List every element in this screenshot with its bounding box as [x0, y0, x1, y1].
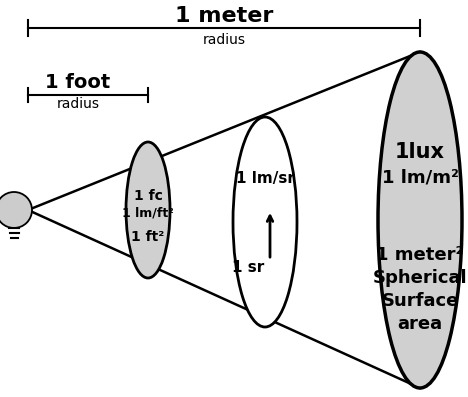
Text: 1 fc: 1 fc — [133, 189, 162, 203]
Text: 1 ft²: 1 ft² — [132, 230, 165, 244]
Text: 1 lm/ft²: 1 lm/ft² — [122, 206, 174, 220]
Text: area: area — [397, 315, 443, 333]
Ellipse shape — [378, 52, 462, 388]
Text: radius: radius — [203, 33, 246, 47]
Text: 1 lm/sr: 1 lm/sr — [235, 170, 294, 185]
Text: Surface: Surface — [381, 292, 459, 310]
Text: 1 sr: 1 sr — [232, 260, 264, 276]
Text: 1lux: 1lux — [395, 142, 445, 162]
Text: 1 lm/m²: 1 lm/m² — [381, 169, 459, 187]
Ellipse shape — [126, 142, 170, 278]
Text: 1 foot: 1 foot — [45, 73, 110, 91]
Ellipse shape — [233, 117, 297, 327]
Circle shape — [0, 192, 32, 228]
Text: 1 meter²: 1 meter² — [376, 246, 464, 264]
Text: Spherical: Spherical — [373, 269, 468, 287]
Text: radius: radius — [57, 97, 100, 111]
Text: 1 meter: 1 meter — [175, 6, 273, 26]
